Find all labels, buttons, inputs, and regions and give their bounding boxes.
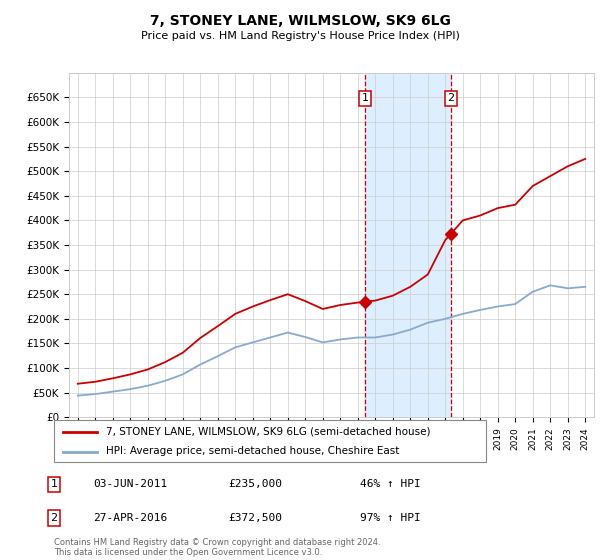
Text: £235,000: £235,000: [228, 479, 282, 489]
Text: 1: 1: [50, 479, 58, 489]
Text: 27-APR-2016: 27-APR-2016: [93, 513, 167, 523]
Text: 2: 2: [50, 513, 58, 523]
Bar: [365, 73, 451, 417]
Text: 03-JUN-2011: 03-JUN-2011: [93, 479, 167, 489]
Text: Price paid vs. HM Land Registry's House Price Index (HPI): Price paid vs. HM Land Registry's House …: [140, 31, 460, 41]
Text: £372,500: £372,500: [228, 513, 282, 523]
Text: HPI: Average price, semi-detached house, Cheshire East: HPI: Average price, semi-detached house,…: [106, 446, 399, 456]
Text: 97% ↑ HPI: 97% ↑ HPI: [360, 513, 421, 523]
Text: 7, STONEY LANE, WILMSLOW, SK9 6LG: 7, STONEY LANE, WILMSLOW, SK9 6LG: [149, 14, 451, 28]
Text: Contains HM Land Registry data © Crown copyright and database right 2024.
This d: Contains HM Land Registry data © Crown c…: [54, 538, 380, 557]
Text: 2: 2: [447, 94, 454, 104]
Text: 1: 1: [362, 94, 368, 104]
Text: 46% ↑ HPI: 46% ↑ HPI: [360, 479, 421, 489]
Text: 7, STONEY LANE, WILMSLOW, SK9 6LG (semi-detached house): 7, STONEY LANE, WILMSLOW, SK9 6LG (semi-…: [106, 427, 430, 437]
FancyBboxPatch shape: [54, 420, 486, 462]
